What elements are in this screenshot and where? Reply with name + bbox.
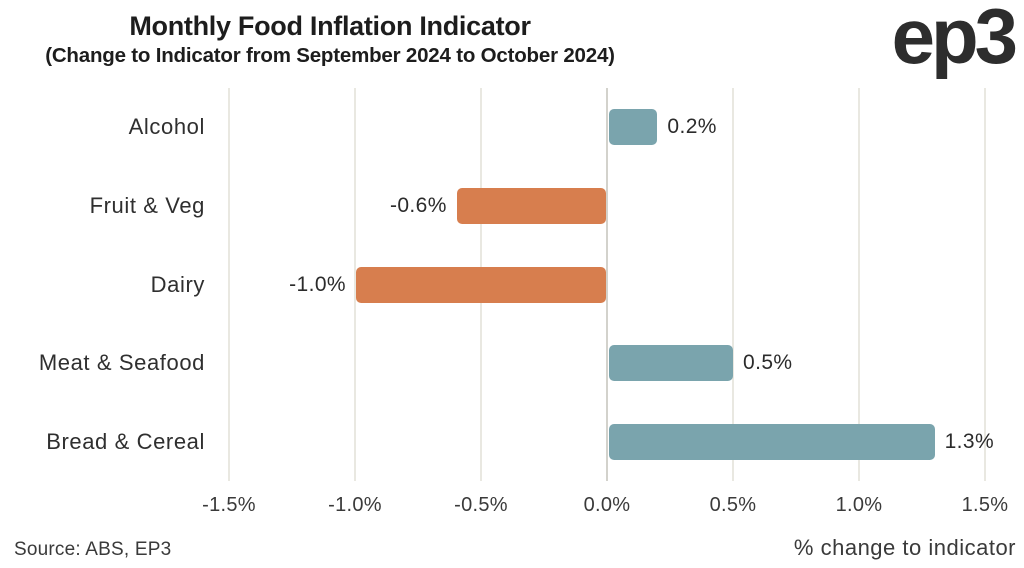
category-label: Meat & Seafood	[38, 350, 205, 376]
x-tick-label: 0.5%	[709, 494, 757, 516]
value-label: 0.2%	[667, 115, 717, 139]
chart-header: Monthly Food Inflation Indicator (Change…	[0, 10, 660, 69]
chart-title: Monthly Food Inflation Indicator	[129, 11, 531, 41]
value-label: -1.0%	[289, 272, 346, 296]
bar-bread-cereal	[609, 423, 935, 460]
x-tick-label: 0.0%	[583, 494, 631, 516]
x-tick-label: 1.5%	[961, 494, 1009, 516]
value-label: 0.5%	[743, 351, 793, 375]
bar-alcohol	[609, 109, 658, 146]
x-tick-label: 1.0%	[835, 494, 883, 516]
x-tick-label: -1.5%	[202, 494, 256, 516]
category-label: Alcohol	[128, 114, 205, 140]
ep3-logo: ep3	[891, 0, 1018, 80]
category-label: Bread & Cereal	[46, 428, 205, 454]
x-axis-label: % change to indicator	[793, 535, 1016, 560]
zero-gridline	[606, 88, 608, 481]
bar-fruit-veg	[456, 187, 606, 224]
chart-subtitle: (Change to Indicator from September 2024…	[45, 44, 615, 67]
x-tick-label: -1.0%	[328, 494, 382, 516]
x-tick-label: -0.5%	[454, 494, 508, 516]
gridline	[228, 88, 230, 481]
category-label: Fruit & Veg	[89, 192, 205, 218]
value-label: -0.6%	[389, 193, 447, 217]
gridline	[984, 88, 986, 481]
category-label: Dairy	[150, 271, 205, 297]
bar-meat-seafood	[609, 345, 733, 382]
gridline	[354, 88, 356, 481]
gridline	[732, 88, 734, 481]
gridline	[858, 88, 860, 481]
source-note: Source: ABS, EP3	[14, 539, 172, 560]
value-label: 1.3%	[944, 429, 995, 453]
bar-dairy	[356, 266, 606, 303]
